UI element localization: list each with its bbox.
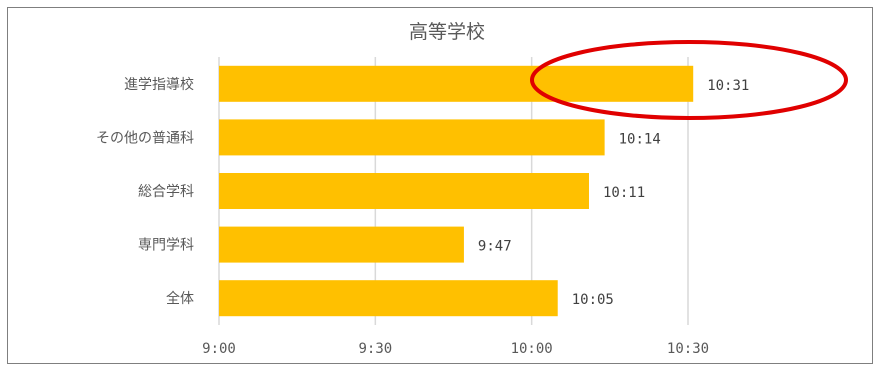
chart-title: 高等学校 bbox=[409, 21, 485, 43]
bar-1 bbox=[219, 119, 605, 156]
data-label-1: 10:14 bbox=[619, 131, 661, 147]
data-label-3: 9:47 bbox=[478, 239, 512, 255]
bar-2 bbox=[219, 173, 589, 209]
data-label-2: 10:11 bbox=[603, 185, 645, 201]
data-label-4: 10:05 bbox=[572, 292, 614, 308]
category-label-0: 進学指導校 bbox=[124, 76, 194, 93]
highlight-ellipse bbox=[530, 40, 848, 120]
x-tick-label-1: 9:30 bbox=[358, 341, 392, 357]
annotation bbox=[530, 40, 848, 120]
category-label-1: その他の普通科 bbox=[96, 130, 194, 146]
x-tick-label-3: 10:30 bbox=[667, 341, 709, 357]
bar-0 bbox=[219, 65, 694, 102]
category-label-2: 総合学科 bbox=[138, 184, 194, 200]
category-label-3: 専門学科 bbox=[138, 238, 194, 254]
x-tick-label-0: 9:00 bbox=[202, 341, 236, 357]
category-label-4: 全体 bbox=[166, 290, 194, 307]
x-tick-label-2: 10:00 bbox=[511, 341, 553, 357]
x-axis-tick-labels: 9:00 9:30 10:00 10:30 bbox=[202, 341, 709, 357]
data-labels: 10:31 10:14 10:11 9:47 10:05 bbox=[478, 78, 749, 308]
bars bbox=[219, 65, 694, 317]
bar-3 bbox=[219, 226, 464, 263]
data-label-0: 10:31 bbox=[707, 78, 749, 94]
bar-4 bbox=[219, 280, 558, 317]
